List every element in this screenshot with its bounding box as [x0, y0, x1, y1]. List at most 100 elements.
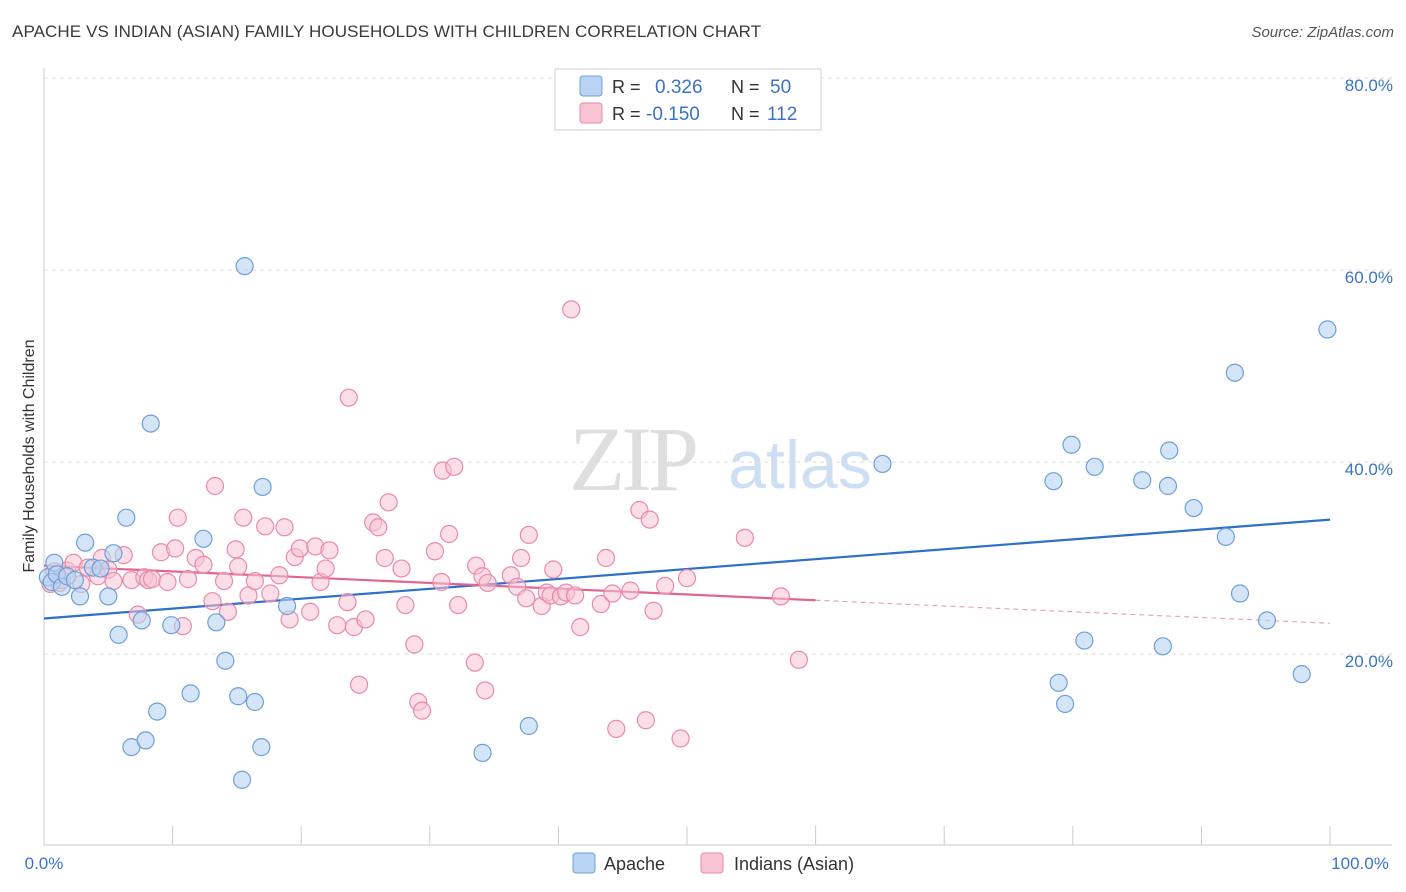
- indian-point: [379, 493, 398, 512]
- indian-point: [562, 300, 581, 319]
- indian-point: [405, 635, 424, 654]
- apache-point: [1062, 435, 1081, 454]
- indian-point: [316, 559, 335, 578]
- apache-point: [1153, 637, 1172, 656]
- apache-point: [136, 731, 155, 750]
- apache-point: [162, 616, 181, 635]
- apache-point: [132, 611, 151, 630]
- apache-swatch-icon: [579, 75, 603, 97]
- apache-point: [1216, 527, 1235, 546]
- apache-n-value: 50: [770, 77, 791, 98]
- apache-point: [194, 529, 213, 548]
- apache-r-value: 0.326: [655, 77, 703, 98]
- indian-point: [320, 541, 339, 560]
- indian-point: [425, 542, 445, 561]
- indian-point: [656, 576, 675, 595]
- apache-point: [109, 625, 128, 644]
- apache-point: [148, 702, 167, 721]
- indian-point: [301, 602, 320, 621]
- indian-point: [356, 610, 375, 629]
- indian-point: [392, 559, 411, 578]
- indian-point: [596, 548, 616, 568]
- indian-r-value: -0.150: [646, 104, 700, 125]
- indian-point: [677, 569, 697, 588]
- indian-point: [166, 539, 185, 558]
- watermark: ZIP atlas: [569, 408, 872, 510]
- apache-point: [229, 687, 248, 706]
- indian-point: [465, 653, 484, 672]
- indian-point: [412, 701, 432, 720]
- indian-point: [203, 592, 222, 611]
- indian-r-label: R =: [612, 104, 641, 124]
- indian-point: [158, 572, 177, 592]
- indian-swatch-icon: [579, 102, 603, 124]
- indian-point: [478, 573, 497, 593]
- apache-point: [1225, 363, 1244, 382]
- indian-point: [226, 540, 245, 559]
- apache-point: [1230, 584, 1250, 603]
- x-ticks: [43, 826, 1331, 845]
- legend-apache-label: Apache: [604, 854, 665, 874]
- indian-point: [261, 584, 280, 603]
- indian-point: [178, 570, 198, 589]
- source-credit: Source: ZipAtlas.com: [1251, 24, 1394, 41]
- apache-trend-line: [43, 518, 1331, 620]
- apache-point: [99, 587, 118, 606]
- apache-point: [104, 544, 123, 563]
- indian-point: [270, 566, 289, 585]
- x-tick-label-max: 100.0%: [1331, 854, 1389, 873]
- indian-point: [519, 525, 538, 545]
- indian-point: [349, 675, 369, 694]
- apache-points: [38, 257, 1337, 789]
- watermark-zip: ZIP: [569, 408, 696, 510]
- apache-point: [1055, 694, 1075, 714]
- indian-point: [591, 594, 610, 614]
- apache-point: [1184, 498, 1203, 518]
- indian-n-value: 112: [767, 104, 797, 125]
- indian-point: [771, 587, 790, 606]
- indian-point: [640, 510, 659, 529]
- legend-indian-label: Indians (Asian): [734, 854, 854, 874]
- apache-point: [1085, 457, 1104, 476]
- indian-point: [104, 571, 123, 591]
- apache-point: [232, 770, 252, 789]
- indian-point: [439, 524, 459, 544]
- apache-point: [117, 508, 136, 527]
- indian-point: [621, 581, 640, 600]
- y-tick-label: 40.0%: [1345, 460, 1393, 479]
- trend-lines: [43, 518, 1331, 624]
- x-tick-label-min: 0.0%: [25, 854, 64, 873]
- indian-point: [375, 548, 394, 568]
- indian-trend-line: [43, 564, 816, 602]
- indian-point: [566, 586, 585, 605]
- indian-point: [445, 457, 464, 476]
- indian-point: [218, 602, 237, 621]
- indian-point: [603, 584, 622, 603]
- indian-point: [142, 570, 162, 589]
- y-axis-label: Family Households with Children: [21, 340, 38, 573]
- indian-point: [214, 571, 234, 591]
- indian-point: [256, 517, 275, 536]
- apache-point: [181, 684, 200, 703]
- apache-point: [65, 570, 84, 590]
- apache-point: [70, 587, 90, 606]
- legend-apache-swatch-icon: [572, 852, 596, 874]
- y-tick-labels: 20.0% 40.0% 60.0% 80.0%: [1345, 76, 1393, 671]
- indian-point: [475, 681, 495, 700]
- indian-point: [512, 548, 531, 568]
- indian-point: [275, 518, 294, 537]
- apache-point: [245, 692, 265, 712]
- indian-point: [338, 593, 357, 612]
- indian-point: [644, 601, 663, 620]
- indian-point: [234, 508, 253, 527]
- apache-point: [1049, 673, 1068, 692]
- apache-point: [1075, 631, 1094, 650]
- bottom-legend: Apache Indians (Asian): [572, 852, 854, 874]
- apache-point: [141, 414, 160, 433]
- apache-r-label: R =: [612, 77, 641, 97]
- apache-point: [1318, 320, 1337, 339]
- y-tick-label: 20.0%: [1345, 652, 1393, 671]
- apache-point: [519, 716, 538, 736]
- indian-point: [245, 571, 265, 591]
- indian-point: [205, 476, 225, 496]
